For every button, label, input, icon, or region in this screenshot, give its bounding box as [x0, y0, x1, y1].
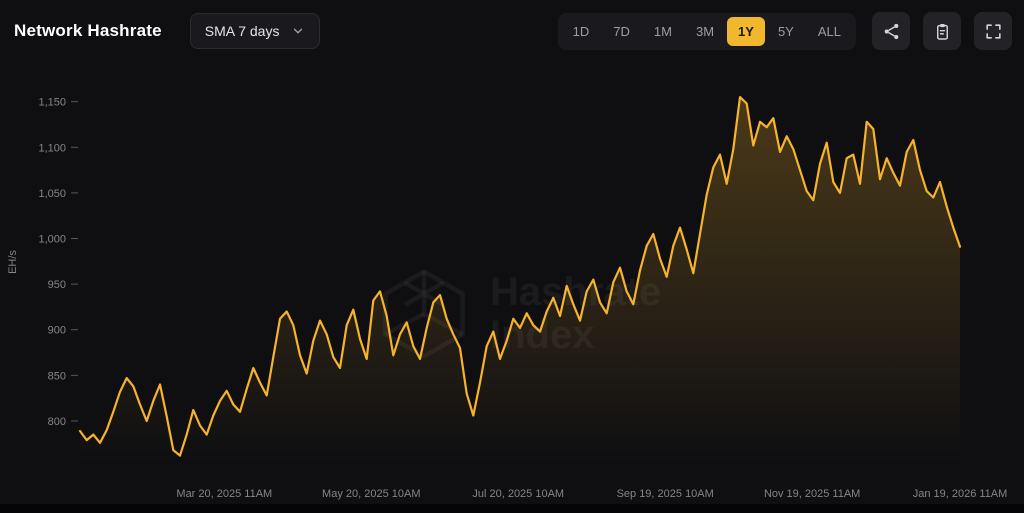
x-tick-label: Sep 19, 2025 10AM	[617, 488, 714, 500]
x-tick-label: Jan 19, 2026 11AM	[913, 488, 1008, 500]
range-button-1y[interactable]: 1Y	[727, 16, 765, 46]
y-tick-label: 1,050	[38, 188, 66, 200]
page-title: Network Hashrate	[14, 21, 162, 40]
hashrate-series-area	[80, 97, 960, 462]
x-tick-label: May 20, 2025 10AM	[322, 488, 420, 500]
sma-dropdown-label: SMA 7 days	[204, 23, 280, 39]
range-button-7d[interactable]: 7D	[602, 17, 641, 46]
range-button-all[interactable]: ALL	[807, 17, 852, 46]
toolbar	[872, 12, 1012, 50]
fullscreen-icon	[985, 23, 1001, 39]
y-tick-label: 1,150	[38, 97, 66, 109]
share-icon	[884, 23, 898, 39]
header: Network Hashrate SMA 7 days 1D 7D 1M 3M 1Y 5Y…	[0, 0, 1024, 62]
sma-dropdown[interactable]: SMA 7 days	[189, 13, 321, 49]
clipboard-button[interactable]	[923, 12, 961, 50]
clipboard-icon	[936, 23, 948, 40]
bottom-strip	[0, 504, 1024, 513]
y-tick-label: 1,000	[38, 234, 66, 246]
range-button-5y[interactable]: 5Y	[767, 17, 805, 46]
hashrate-series-line	[78, 96, 962, 457]
x-tick-label: Mar 20, 2025 11AM	[176, 488, 272, 500]
range-selector: 1D 7D 1M 3M 1Y 5Y ALL	[557, 12, 856, 50]
y-tick-label: 850	[48, 370, 66, 382]
range-button-1d[interactable]: 1D	[562, 17, 601, 46]
chevron-down-icon	[291, 24, 305, 38]
range-button-3m[interactable]: 3M	[685, 17, 725, 46]
share-button[interactable]	[872, 12, 910, 50]
range-button-1m[interactable]: 1M	[643, 17, 683, 46]
y-tick-label: 1,100	[38, 142, 66, 154]
fullscreen-button[interactable]	[974, 12, 1012, 50]
y-tick-label: 800	[48, 416, 66, 428]
y-tick-label: 950	[48, 279, 66, 291]
y-tick-label: 900	[48, 325, 66, 337]
x-tick-label: Nov 19, 2025 11AM	[764, 488, 860, 500]
x-tick-label: Jul 20, 2025 10AM	[472, 488, 564, 500]
